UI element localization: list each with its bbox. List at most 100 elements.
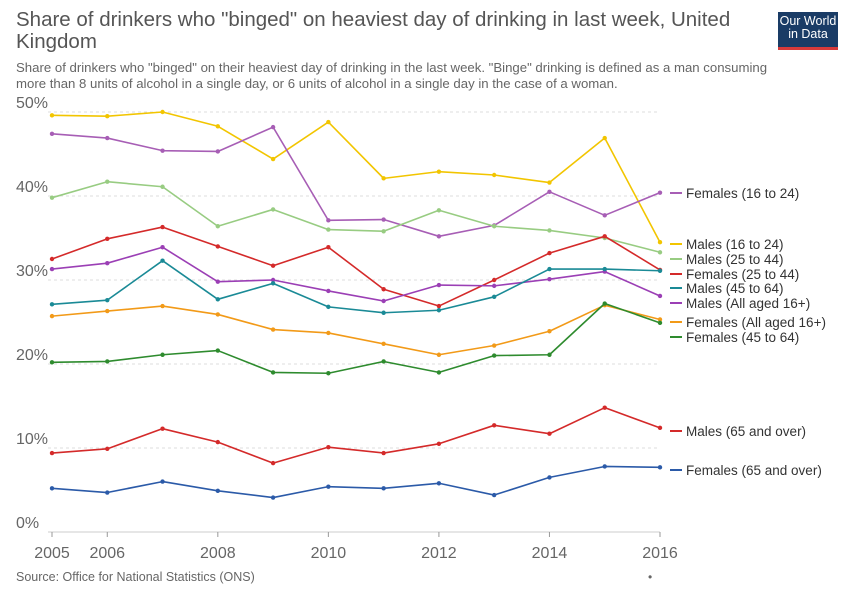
series-line[interactable] <box>51 406 661 464</box>
source-note[interactable]: Source: Office for National Statistics (… <box>16 570 255 584</box>
series-4[interactable] <box>49 245 663 304</box>
data-point[interactable] <box>602 234 607 239</box>
series-0[interactable] <box>49 109 663 245</box>
legend-label[interactable]: Males (16 to 24) <box>686 237 784 252</box>
data-point[interactable] <box>49 360 55 365</box>
data-point[interactable] <box>436 481 442 486</box>
data-point[interactable] <box>105 236 110 242</box>
data-point[interactable] <box>657 320 663 326</box>
data-point[interactable] <box>491 423 497 428</box>
data-point[interactable] <box>105 359 110 364</box>
series-1[interactable] <box>49 124 663 239</box>
data-point[interactable] <box>491 492 497 498</box>
data-point[interactable] <box>160 245 165 250</box>
data-point[interactable] <box>270 124 276 130</box>
data-point[interactable] <box>49 266 55 272</box>
series-line[interactable] <box>51 302 661 375</box>
legend-label[interactable]: Males (All aged 16+) <box>686 296 810 311</box>
data-point[interactable] <box>105 114 110 119</box>
data-point[interactable] <box>326 484 331 489</box>
data-point[interactable] <box>160 148 165 153</box>
data-point[interactable] <box>491 353 497 358</box>
series-6[interactable] <box>49 303 663 357</box>
data-point[interactable] <box>436 370 442 375</box>
data-point[interactable] <box>215 244 221 249</box>
data-point[interactable] <box>326 218 331 223</box>
series-line[interactable] <box>51 226 661 307</box>
data-point[interactable] <box>160 109 165 115</box>
data-point[interactable] <box>381 450 386 456</box>
data-point[interactable] <box>381 341 386 347</box>
data-point[interactable] <box>547 266 552 272</box>
data-point[interactable] <box>215 149 221 154</box>
data-point[interactable] <box>326 245 331 250</box>
legend-label[interactable]: Males (65 and over) <box>686 424 806 439</box>
data-point[interactable] <box>491 283 497 289</box>
data-point[interactable] <box>49 486 55 491</box>
series-7[interactable] <box>49 301 663 376</box>
data-point[interactable] <box>547 250 552 256</box>
legend-label[interactable]: Males (45 to 64) <box>686 281 784 296</box>
data-point[interactable] <box>547 475 552 480</box>
data-point[interactable] <box>657 425 663 431</box>
data-point[interactable] <box>215 348 221 353</box>
data-point[interactable] <box>326 288 331 294</box>
series-line[interactable] <box>51 246 661 302</box>
data-point[interactable] <box>381 217 386 222</box>
data-point[interactable] <box>326 444 331 450</box>
data-point[interactable] <box>657 190 663 195</box>
data-point[interactable] <box>49 302 55 307</box>
legend-label[interactable]: Females (65 and over) <box>686 463 822 478</box>
data-point[interactable] <box>547 431 552 436</box>
data-point[interactable] <box>326 330 331 336</box>
data-point[interactable] <box>657 465 663 470</box>
data-point[interactable] <box>215 297 221 302</box>
data-point[interactable] <box>547 180 552 185</box>
data-point[interactable] <box>215 124 221 129</box>
data-point[interactable] <box>270 327 276 332</box>
data-point[interactable] <box>547 189 552 194</box>
data-point[interactable] <box>49 256 55 262</box>
data-point[interactable] <box>381 486 386 491</box>
data-point[interactable] <box>491 277 497 283</box>
data-point[interactable] <box>602 213 607 218</box>
data-point[interactable] <box>491 172 497 178</box>
legend-label[interactable]: Males (25 to 44) <box>686 252 784 267</box>
series-line[interactable] <box>51 259 661 314</box>
legend-label[interactable]: Females (16 to 24) <box>686 186 799 201</box>
data-point[interactable] <box>105 446 110 452</box>
data-point[interactable] <box>215 439 221 445</box>
data-point[interactable] <box>381 298 386 304</box>
data-point[interactable] <box>160 258 165 263</box>
data-point[interactable] <box>105 297 110 303</box>
series-5[interactable] <box>49 258 663 315</box>
data-point[interactable] <box>49 131 55 137</box>
data-point[interactable] <box>657 317 663 322</box>
series-line[interactable] <box>51 304 661 356</box>
data-point[interactable] <box>381 310 386 315</box>
data-point[interactable] <box>381 287 386 292</box>
series-line[interactable] <box>51 126 661 238</box>
data-point[interactable] <box>436 441 442 446</box>
data-point[interactable] <box>160 426 165 431</box>
data-point[interactable] <box>436 352 442 357</box>
data-point[interactable] <box>160 184 165 189</box>
data-point[interactable] <box>602 135 607 141</box>
data-point[interactable] <box>436 169 442 174</box>
series-8[interactable] <box>49 405 663 466</box>
data-point[interactable] <box>160 224 165 230</box>
legend-label[interactable]: Females (45 to 64) <box>686 330 799 345</box>
data-point[interactable] <box>160 352 165 357</box>
series-line[interactable] <box>51 111 661 243</box>
data-point[interactable] <box>381 229 386 234</box>
data-point[interactable] <box>49 113 55 118</box>
data-point[interactable] <box>105 179 110 184</box>
data-point[interactable] <box>105 135 110 141</box>
data-point[interactable] <box>215 488 221 494</box>
series-2[interactable] <box>49 179 663 255</box>
series-9[interactable] <box>49 464 663 500</box>
data-point[interactable] <box>436 234 442 239</box>
data-point[interactable] <box>49 195 55 200</box>
data-point[interactable] <box>657 250 663 255</box>
data-point[interactable] <box>547 352 552 357</box>
